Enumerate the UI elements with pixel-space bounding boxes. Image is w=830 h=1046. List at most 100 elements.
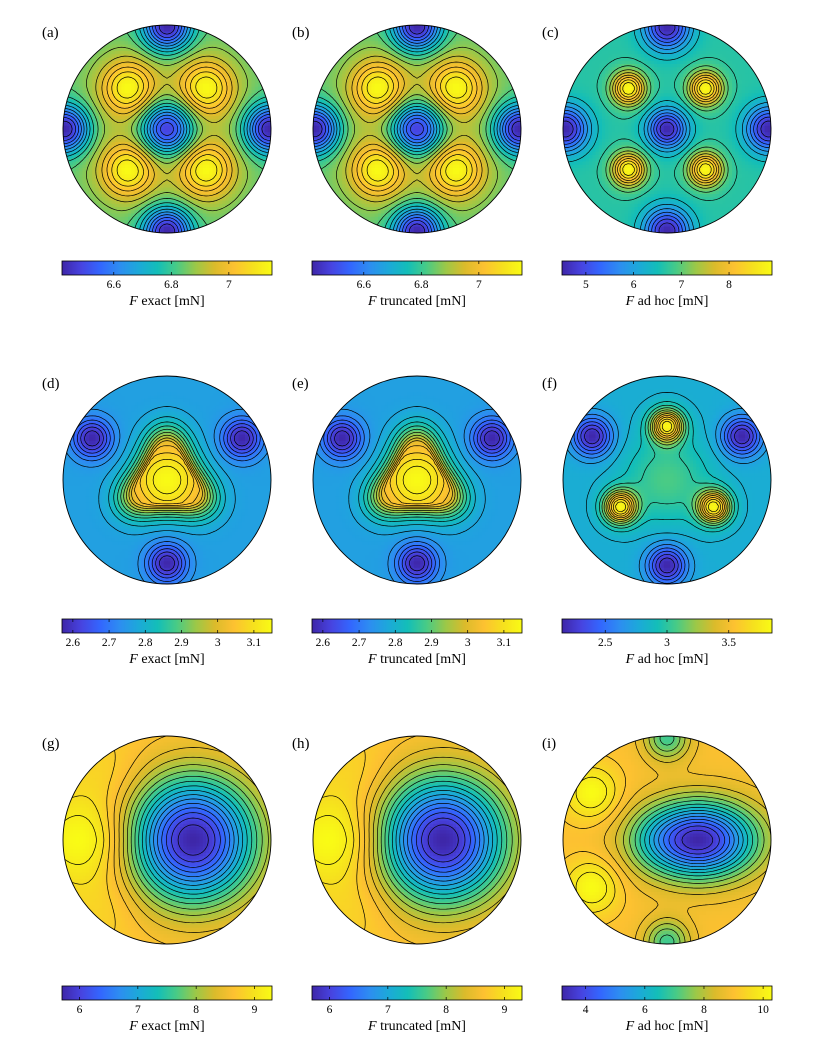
field-cell bbox=[154, 174, 158, 179]
field-cell bbox=[459, 41, 464, 46]
field-cell bbox=[131, 116, 136, 120]
field-cell bbox=[124, 60, 129, 65]
field-cell bbox=[212, 86, 217, 91]
field-cell bbox=[199, 210, 204, 215]
colorbar bbox=[61, 260, 273, 276]
field-cell bbox=[400, 28, 405, 33]
field-cell bbox=[241, 103, 246, 107]
field-cell bbox=[245, 25, 249, 29]
field-cell bbox=[235, 60, 240, 65]
field-cell bbox=[465, 47, 470, 52]
field-cell bbox=[69, 57, 74, 62]
field-cell bbox=[228, 223, 233, 228]
field-cell bbox=[131, 96, 136, 101]
field-cell bbox=[196, 207, 201, 211]
field-cell bbox=[238, 174, 243, 179]
field-cell bbox=[63, 122, 67, 127]
field-cell bbox=[89, 145, 93, 150]
field-cell bbox=[261, 223, 266, 228]
field-cell bbox=[170, 77, 175, 81]
field-cell bbox=[196, 122, 201, 127]
field-cell bbox=[154, 70, 158, 75]
field-cell bbox=[72, 194, 77, 198]
field-cell bbox=[371, 34, 376, 39]
field-cell bbox=[144, 168, 149, 172]
field-cell bbox=[134, 112, 139, 117]
field-cell bbox=[183, 116, 188, 120]
field-cell bbox=[193, 187, 197, 192]
field-cell bbox=[131, 190, 136, 195]
field-cell bbox=[66, 181, 71, 185]
field-cell bbox=[219, 119, 223, 124]
field-cell bbox=[475, 28, 480, 33]
field-cell bbox=[183, 216, 188, 221]
field-cell bbox=[245, 28, 249, 33]
field-cell bbox=[82, 151, 87, 156]
field-cell bbox=[465, 41, 470, 46]
field-cell bbox=[170, 138, 175, 143]
field-cell bbox=[76, 148, 80, 153]
field-cell bbox=[423, 47, 428, 52]
field-cell bbox=[189, 80, 194, 85]
field-cell bbox=[232, 132, 236, 137]
field-cell bbox=[72, 135, 77, 140]
field-cell bbox=[186, 181, 191, 185]
field-cell bbox=[66, 86, 71, 91]
field-cell bbox=[170, 103, 175, 107]
field-cell bbox=[215, 90, 220, 94]
field-cell bbox=[254, 106, 259, 111]
field-cell bbox=[352, 31, 356, 36]
field-cell bbox=[108, 25, 113, 29]
field-cell bbox=[167, 122, 171, 127]
field-cell bbox=[254, 223, 259, 228]
field-cell bbox=[108, 184, 113, 189]
field-cell bbox=[186, 99, 191, 104]
field-cell bbox=[235, 99, 240, 104]
field-cell bbox=[420, 64, 425, 68]
field-cell bbox=[378, 41, 382, 46]
field-cell bbox=[141, 171, 145, 176]
field-cell bbox=[228, 155, 233, 159]
field-cell bbox=[66, 119, 71, 124]
field-cell bbox=[170, 145, 175, 150]
field-cell bbox=[102, 220, 106, 224]
field-cell bbox=[196, 103, 201, 107]
field-cell bbox=[131, 194, 136, 198]
field-cell bbox=[238, 70, 243, 75]
field-cell bbox=[251, 103, 256, 107]
field-cell bbox=[89, 197, 93, 202]
field-cell bbox=[105, 194, 110, 198]
field-cell bbox=[82, 99, 87, 104]
field-cell bbox=[355, 25, 360, 29]
field-cell bbox=[258, 116, 262, 120]
field-cell bbox=[212, 77, 217, 81]
field-cell bbox=[85, 132, 90, 137]
field-cell bbox=[160, 151, 165, 156]
field-cell bbox=[504, 38, 509, 42]
field-cell bbox=[118, 54, 123, 59]
field-cell bbox=[248, 96, 253, 101]
field-cell bbox=[459, 64, 464, 68]
field-cell bbox=[517, 41, 521, 46]
field-cell bbox=[358, 34, 363, 39]
field-cell bbox=[180, 122, 184, 127]
field-cell bbox=[147, 226, 152, 231]
field-cell bbox=[63, 190, 67, 195]
field-cell bbox=[193, 138, 197, 143]
field-cell bbox=[219, 158, 223, 163]
field-cell bbox=[439, 54, 444, 59]
field-cell bbox=[108, 99, 113, 104]
field-cell bbox=[150, 41, 155, 46]
field-cell bbox=[176, 216, 181, 221]
field-cell bbox=[134, 229, 139, 233]
field-cell bbox=[144, 57, 149, 62]
field-cell bbox=[225, 31, 230, 36]
field-cell bbox=[264, 86, 269, 91]
field-cell bbox=[170, 142, 175, 146]
field-cell bbox=[160, 226, 165, 231]
field-cell bbox=[137, 103, 142, 107]
field-cell bbox=[215, 194, 220, 198]
field-cell bbox=[180, 229, 184, 233]
field-cell bbox=[498, 34, 503, 39]
field-cell bbox=[137, 73, 142, 78]
